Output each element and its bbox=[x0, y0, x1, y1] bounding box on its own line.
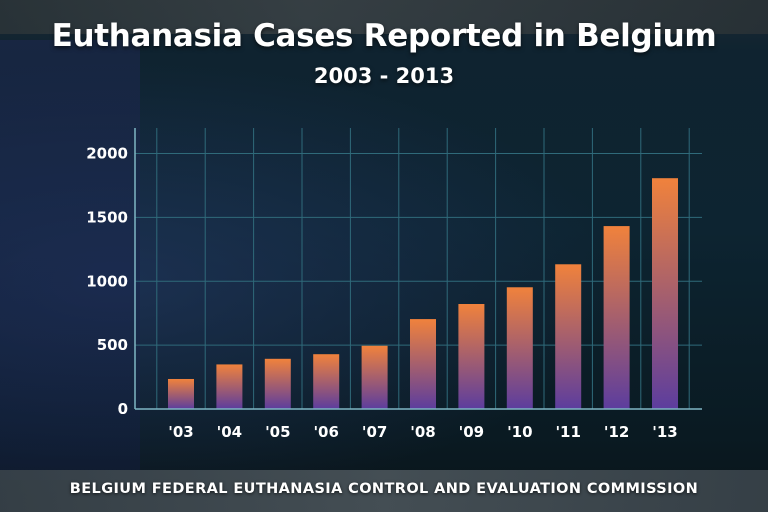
chart-subtitle: 2003 - 2013 bbox=[313, 64, 455, 88]
bar-2008 bbox=[410, 319, 436, 409]
bar-2004 bbox=[216, 364, 243, 409]
tick-labels: 0 500 1000 1500 2000 '03 '04 '05 '06 '07 '08 '09 '10… bbox=[86, 145, 677, 441]
left-shade-band bbox=[0, 40, 140, 480]
y-tick-label: 500 bbox=[97, 336, 128, 354]
chart-title: Euthanasia Cases Reported in Belgium bbox=[51, 18, 717, 54]
x-tick-label: '06 bbox=[313, 423, 338, 441]
x-tick-label: '11 bbox=[555, 423, 580, 441]
bar-2012 bbox=[603, 226, 630, 409]
axes bbox=[134, 128, 702, 410]
bottom-banner-band bbox=[0, 470, 768, 512]
bar-2003 bbox=[168, 378, 194, 409]
x-tick-label: '13 bbox=[652, 423, 677, 441]
x-tick-label: '08 bbox=[410, 423, 435, 441]
x-tick-label: '10 bbox=[507, 423, 532, 441]
bar-2010 bbox=[506, 287, 533, 409]
y-tick-label: 1500 bbox=[86, 208, 128, 226]
x-tick-label: '03 bbox=[168, 423, 193, 441]
x-tick-label: '04 bbox=[217, 423, 242, 441]
grid-lines bbox=[135, 128, 702, 409]
bars bbox=[168, 178, 678, 409]
y-tick-label: 1000 bbox=[86, 272, 128, 290]
bar-2013 bbox=[652, 178, 678, 409]
source-caption: BELGIUM FEDERAL EUTHANASIA CONTROL AND E… bbox=[69, 481, 699, 497]
bar-2009 bbox=[458, 304, 485, 409]
bar-2006 bbox=[313, 354, 340, 409]
x-tick-label: '09 bbox=[459, 423, 484, 441]
y-tick-label: 2000 bbox=[86, 145, 128, 163]
bar-2005 bbox=[264, 358, 291, 409]
y-tick-label: 0 bbox=[118, 400, 128, 418]
x-tick-label: '12 bbox=[604, 423, 629, 441]
bar-2011 bbox=[555, 264, 582, 409]
x-tick-label: '07 bbox=[362, 423, 387, 441]
x-tick-label: '05 bbox=[265, 423, 290, 441]
top-banner-band bbox=[0, 0, 768, 34]
bar-2007 bbox=[361, 345, 388, 409]
